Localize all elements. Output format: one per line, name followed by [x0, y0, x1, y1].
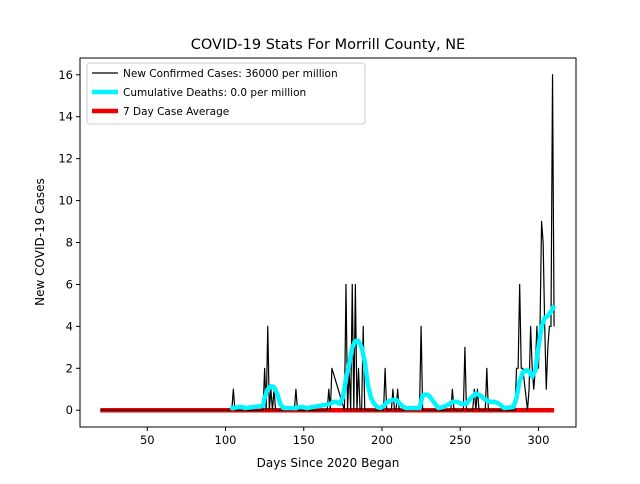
legend-label-deaths: Cumulative Deaths: 0.0 per million — [123, 87, 306, 99]
x-tick-label: 50 — [140, 433, 155, 447]
x-tick-label: 250 — [449, 433, 471, 447]
chart-title: COVID-19 Stats For Morrill County, NE — [191, 37, 465, 53]
legend-box — [86, 62, 366, 125]
y-axis-ticks: 0 2 4 6 8 10 12 14 16 — [58, 68, 80, 417]
legend-label-new-cases: New Confirmed Cases: 36000 per million — [123, 68, 338, 80]
y-tick-label: 4 — [66, 319, 73, 333]
y-tick-label: 12 — [58, 152, 73, 166]
x-axis-label: Days Since 2020 Began — [257, 456, 400, 470]
legend-label-average: 7 Day Case Average — [123, 106, 229, 118]
y-axis-label: New COVID-19 Cases — [33, 178, 47, 306]
y-tick-label: 6 — [66, 277, 73, 291]
x-axis-ticks: 50 100 150 200 250 300 — [140, 427, 549, 447]
legend: New Confirmed Cases: 36000 per million C… — [86, 62, 366, 125]
x-tick-label: 100 — [215, 433, 237, 447]
x-tick-label: 150 — [293, 433, 315, 447]
x-tick-label: 300 — [527, 433, 549, 447]
y-tick-label: 16 — [58, 68, 73, 82]
series-line-cumulative-deaths — [230, 304, 557, 411]
y-tick-label: 14 — [58, 110, 73, 124]
y-tick-label: 2 — [66, 361, 73, 375]
series-layer — [100, 74, 557, 413]
y-tick-label: 0 — [66, 403, 73, 417]
y-tick-label: 8 — [66, 236, 73, 250]
x-tick-label: 200 — [371, 433, 393, 447]
y-tick-label: 10 — [58, 194, 73, 208]
